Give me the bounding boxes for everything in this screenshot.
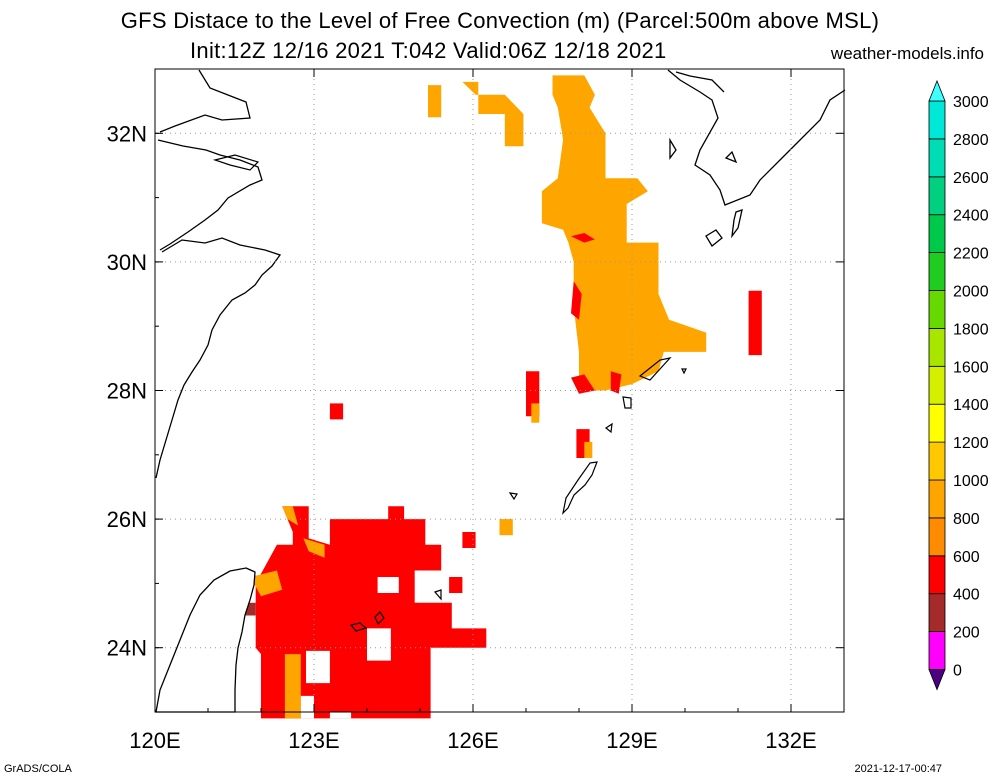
colorbar-band (928, 290, 946, 329)
lon-label: 129E (606, 728, 657, 753)
coastline-layer (155, 69, 846, 713)
colorbar-label: 400 (953, 587, 980, 604)
colorbar-label: 3000 (953, 94, 989, 111)
lat-label: 32N (107, 121, 147, 146)
colorbar-label: 2600 (953, 170, 989, 187)
east-sea-coast (212, 154, 260, 171)
colorbar-band (928, 214, 946, 253)
lfc-region-27 (377, 577, 399, 593)
lfc-region-11 (499, 519, 513, 536)
lfc-region-24 (367, 628, 391, 661)
lat-label: 24N (107, 636, 147, 661)
colorbar-label: 1000 (953, 473, 989, 490)
lfc-region-21 (531, 403, 540, 423)
lfc-region-2 (571, 233, 595, 243)
lfc-region-25 (300, 695, 314, 719)
colorbar-band (928, 555, 946, 595)
china-coast (155, 69, 282, 479)
lfc-region-12 (329, 403, 344, 420)
colorbar-label: 2400 (953, 208, 989, 225)
colorbar-band (928, 252, 946, 291)
footer-left-credit: GrADS/COLA (4, 763, 72, 775)
lfc-region-20 (284, 654, 301, 719)
lfc-region-1 (541, 75, 707, 391)
colorbar-band (928, 593, 946, 633)
map-subtitle: Init:12Z 12/16 2021 T:042 Valid:06Z 12/1… (190, 38, 667, 63)
colorbar-band (928, 517, 946, 557)
lon-label: 132E (765, 728, 816, 753)
lon-label: 120E (129, 728, 180, 753)
kyushu-coast (667, 69, 846, 247)
lat-label: 26N (107, 507, 147, 532)
colorbar-label: 800 (953, 511, 980, 528)
ryukyu-islands (349, 357, 687, 632)
lfc-region-26 (329, 712, 352, 719)
lfc-region-6 (748, 290, 762, 356)
colorbar-band (928, 176, 946, 216)
lon-label: 126E (447, 728, 498, 753)
footer-timestamp: 2021-12-17-00:47 (854, 763, 942, 775)
lat-label: 30N (107, 250, 147, 275)
lfc-region-23 (306, 650, 330, 684)
lfc-region-17 (250, 570, 283, 597)
lfc-region-7 (462, 81, 524, 147)
axis-ticks (154, 69, 844, 712)
lfc-field-layer (234, 75, 762, 719)
colorbar-band (928, 138, 946, 178)
colorbar-label: 200 (953, 625, 980, 642)
colorbar-label: 2000 (953, 284, 989, 301)
colorbar-label: 600 (953, 549, 980, 566)
colorbar-band (928, 479, 946, 519)
lfc-region-3 (571, 281, 582, 320)
colorbar-band (928, 327, 946, 367)
lfc-region-5 (610, 371, 622, 394)
lfc-region-14 (449, 577, 463, 593)
colorbar: 0 200 400 600 800 1000 1200 1400 1600 1800 2000 220… (928, 79, 989, 691)
colorbar-band (928, 100, 946, 140)
colorbar-label: 2200 (953, 246, 989, 263)
lfc-region-18 (282, 506, 299, 526)
lon-label: 123E (288, 728, 339, 753)
colorbar-label: 2800 (953, 132, 989, 149)
colorbar-band (928, 365, 946, 405)
colorbar-min-triangle (928, 669, 946, 691)
taiwan-island (155, 567, 256, 713)
site-credit: weather-models.info (830, 44, 984, 63)
colorbar-max-triangle (928, 79, 946, 102)
lfc-region-22 (584, 441, 593, 458)
lfc-region-19 (303, 538, 325, 558)
colorbar-band (928, 403, 946, 443)
colorbar-label: 0 (953, 663, 962, 680)
colorbar-label: 1400 (953, 397, 989, 414)
map-title: GFS Distace to the Level of Free Convect… (120, 8, 880, 33)
colorbar-label: 1200 (953, 435, 989, 452)
lfc-region-4 (571, 374, 595, 394)
colorbar-label: 1600 (953, 359, 989, 376)
lfc-region-8 (428, 85, 442, 118)
colorbar-band (928, 631, 946, 670)
colorbar-label: 1800 (953, 321, 989, 338)
lat-label: 28N (107, 379, 147, 404)
lfc-region-13 (462, 532, 476, 548)
axis-labels: 120E 123E 126E 129E 132E 24N 26N 28N 30N 32N (107, 121, 817, 753)
colorbar-band (928, 441, 946, 481)
